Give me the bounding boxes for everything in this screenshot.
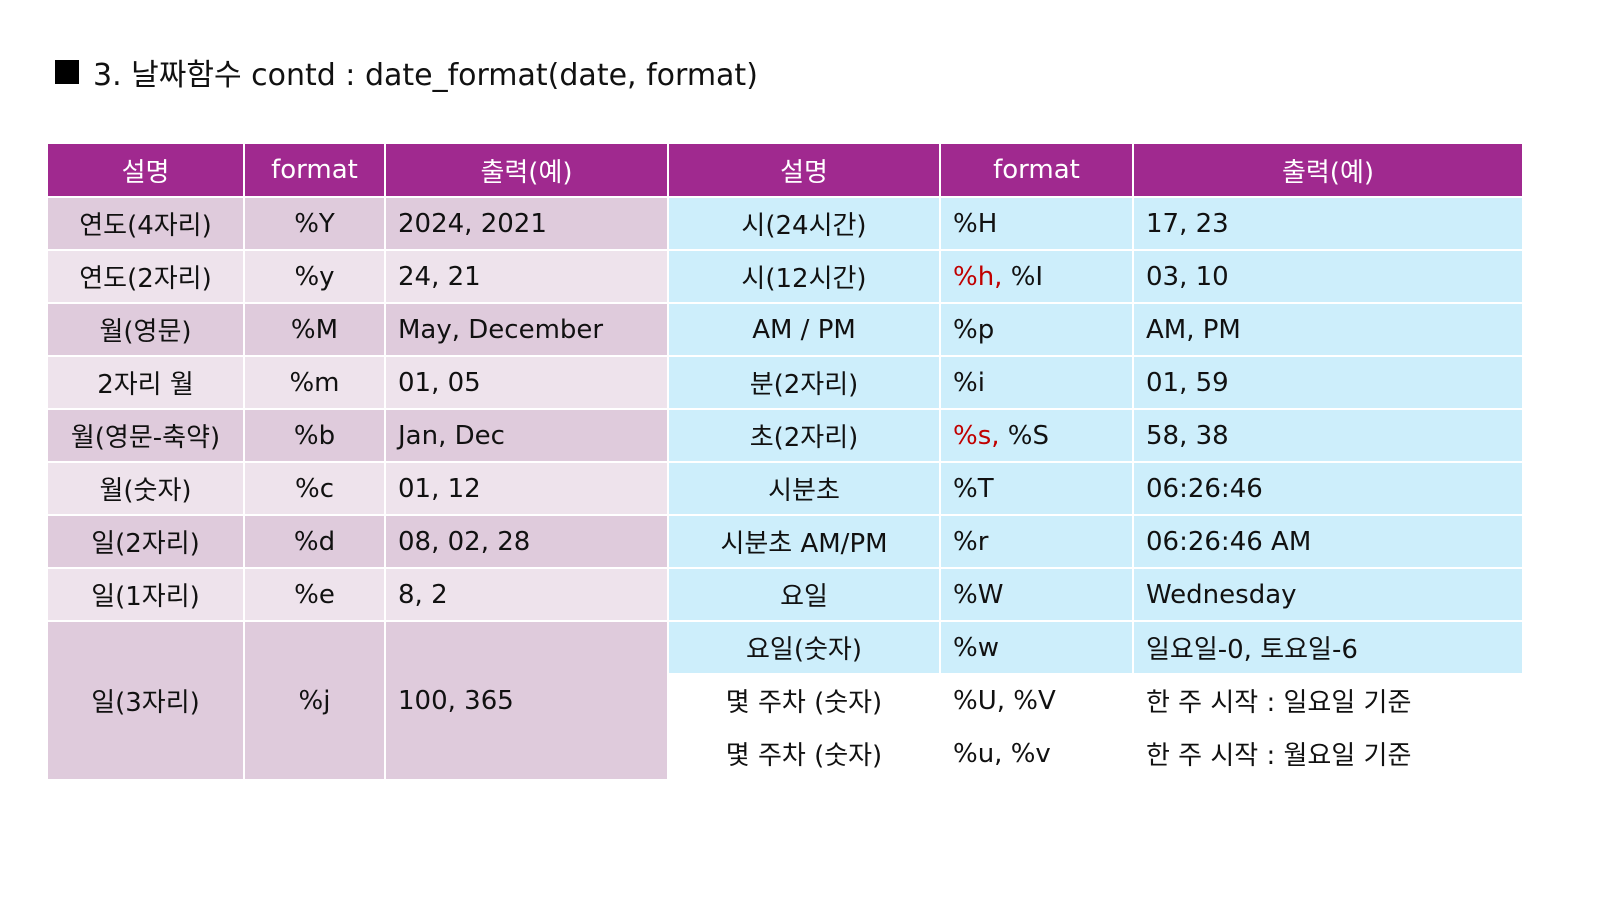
right-desc-cell: 분(2자리)	[667, 355, 941, 410]
right-desc-cell: 몇 주차 (숫자)	[667, 673, 941, 728]
left-format-cell: %e	[243, 567, 386, 622]
left-desc-cell: 2자리 월	[46, 355, 245, 410]
left-desc-cell: 월(영문)	[46, 302, 245, 357]
table-row: 일(1자리) %e 8, 2 요일 %W Wednesday	[46, 567, 1524, 622]
right-format-cell: %p	[939, 302, 1134, 357]
format-text: %S	[999, 420, 1049, 451]
table-row: 일(2자리) %d 08, 02, 28 시분초 AM/PM %r 06:26:…	[46, 514, 1524, 569]
header-output-right: 출력(예)	[1132, 142, 1524, 198]
right-output-cell: 03, 10	[1132, 249, 1524, 304]
right-output-cell: AM, PM	[1132, 302, 1524, 357]
table-row: 연도(2자리) %y 24, 21 시(12시간) %h, %I 03, 10	[46, 249, 1524, 304]
date-format-table: 설명 format 출력(예) 설명 format 출력(예) 연도(4자리) …	[46, 142, 1524, 781]
table-row: 몇 주차 (숫자) %U, %V 한 주 시작 : 일요일 기준	[47, 673, 1524, 728]
right-desc-cell: 시(12시간)	[667, 249, 941, 304]
format-highlight: %s,	[953, 420, 1000, 451]
left-format-cell: %y	[243, 249, 386, 304]
title-text: 3. 날짜함수 contd : date_format(date, format…	[93, 58, 758, 93]
right-format-cell: %h, %I	[939, 249, 1134, 304]
right-desc-cell: 시(24시간)	[667, 196, 941, 251]
right-output-cell: 06:26:46	[1132, 461, 1524, 516]
right-format-cell: %w	[939, 620, 1134, 675]
table-row: 월(영문) %M May, December AM / PM %p AM, PM	[46, 302, 1524, 357]
right-format-cell: %U, %V	[939, 673, 1134, 728]
square-bullet-icon	[55, 60, 79, 84]
right-desc-cell: 요일(숫자)	[667, 620, 941, 675]
left-format-cell: %Y	[243, 196, 386, 251]
right-output-cell: 한 주 시작 : 일요일 기준	[1132, 673, 1524, 728]
left-output-cell: 24, 21	[384, 249, 669, 304]
left-output-cell: 08, 02, 28	[384, 514, 669, 569]
left-output-cell: 100, 365	[384, 620, 669, 781]
header-row: 설명 format 출력(예) 설명 format 출력(예)	[46, 142, 1524, 198]
left-format-cell: %d	[243, 514, 386, 569]
table-row: 2자리 월 %m 01, 05 분(2자리) %i 01, 59	[46, 355, 1524, 410]
left-desc-cell: 월(숫자)	[46, 461, 245, 516]
table-row: 연도(4자리) %Y 2024, 2021 시(24시간) %H 17, 23	[46, 196, 1524, 251]
left-output-cell: May, December	[384, 302, 669, 357]
format-highlight: %h,	[953, 261, 1003, 292]
format-text: %I	[1002, 261, 1044, 292]
right-desc-cell: 시분초 AM/PM	[667, 514, 941, 569]
header-desc-right: 설명	[667, 142, 941, 198]
right-format-cell: %r	[939, 514, 1134, 569]
right-desc-cell: AM / PM	[667, 302, 941, 357]
right-output-cell: 한 주 시작 : 월요일 기준	[1132, 726, 1524, 781]
right-output-cell: 일요일-0, 토요일-6	[1132, 620, 1524, 675]
table-row: 월(영문-축약) %b Jan, Dec 초(2자리) %s, %S 58, 3…	[46, 408, 1524, 463]
left-desc-cell: 연도(2자리)	[46, 249, 245, 304]
right-format-cell: %H	[939, 196, 1134, 251]
left-desc-cell: 월(영문-축약)	[46, 408, 245, 463]
left-output-cell: Jan, Dec	[384, 408, 669, 463]
right-format-cell: %W	[939, 567, 1134, 622]
table-row: 몇 주차 (숫자) %u, %v 한 주 시작 : 월요일 기준	[47, 726, 1524, 781]
right-desc-cell: 몇 주차 (숫자)	[667, 726, 941, 781]
right-output-cell: 17, 23	[1132, 196, 1524, 251]
left-desc-cell: 일(1자리)	[46, 567, 245, 622]
header-format-right: format	[939, 142, 1134, 198]
left-format-cell: %M	[243, 302, 386, 357]
right-desc-cell: 시분초	[667, 461, 941, 516]
right-output-cell: 01, 59	[1132, 355, 1524, 410]
right-desc-cell: 요일	[667, 567, 941, 622]
right-output-cell: 58, 38	[1132, 408, 1524, 463]
right-output-cell: Wednesday	[1132, 567, 1524, 622]
left-format-cell: %b	[243, 408, 386, 463]
right-desc-cell: 초(2자리)	[667, 408, 941, 463]
left-format-cell: %m	[243, 355, 386, 410]
right-output-cell: 06:26:46 AM	[1132, 514, 1524, 569]
left-desc-cell: 연도(4자리)	[46, 196, 245, 251]
header-format-left: format	[243, 142, 386, 198]
header-output-left: 출력(예)	[384, 142, 669, 198]
left-format-cell: %c	[243, 461, 386, 516]
left-format-cell: %j	[243, 620, 386, 781]
left-output-cell: 01, 12	[384, 461, 669, 516]
left-output-cell: 01, 05	[384, 355, 669, 410]
right-format-cell: %i	[939, 355, 1134, 410]
left-output-cell: 8, 2	[384, 567, 669, 622]
right-format-cell: %s, %S	[939, 408, 1134, 463]
right-format-cell: %T	[939, 461, 1134, 516]
left-desc-cell: 일(3자리)	[46, 620, 245, 781]
header-desc-left: 설명	[46, 142, 245, 198]
right-format-cell: %u, %v	[939, 726, 1134, 781]
table-row: 월(숫자) %c 01, 12 시분초 %T 06:26:46	[46, 461, 1524, 516]
page-title: 3. 날짜함수 contd : date_format(date, format…	[55, 50, 758, 94]
left-desc-cell: 일(2자리)	[46, 514, 245, 569]
left-output-cell: 2024, 2021	[384, 196, 669, 251]
table-row: 일(3자리) %j 100, 365 요일(숫자) %w 일요일-0, 토요일-…	[46, 620, 1524, 781]
